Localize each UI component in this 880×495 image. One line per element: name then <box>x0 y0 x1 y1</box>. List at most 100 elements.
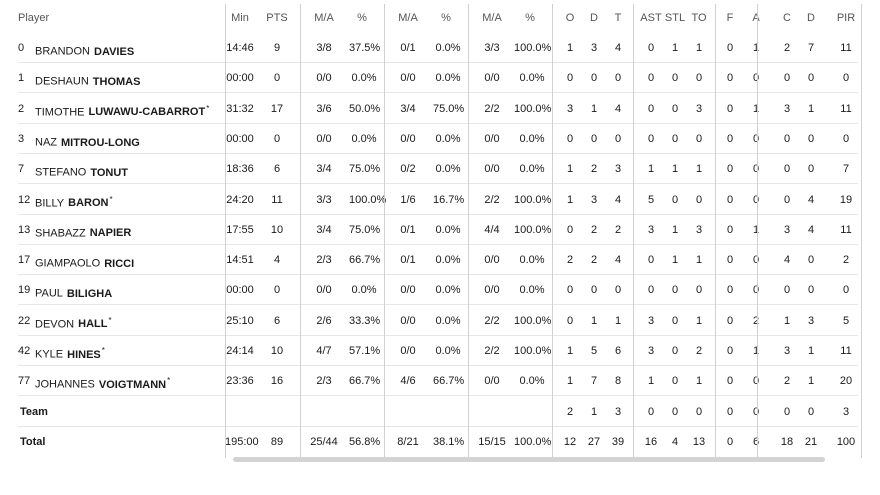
player-last-name: BILIGHA <box>66 288 113 301</box>
cell-stl: 0 <box>671 314 679 327</box>
cell-blk-f: 0 <box>726 405 734 418</box>
team-label: Team <box>20 405 48 418</box>
col-reb-t[interactable]: T <box>614 12 622 24</box>
table-row[interactable]: 13 SHABAZZ NAPIER 17:55 10 3/4 75.0% 0/1 0.0% 4/4… <box>18 215 858 245</box>
player-name-link[interactable]: DESHAUN THOMAS <box>35 63 240 93</box>
cell-pts: 17 <box>270 102 284 115</box>
col-fg2-ma[interactable]: M/A <box>314 12 334 24</box>
cell-pts: 6 <box>273 163 281 176</box>
player-name-link[interactable]: JOHANNES VOIGTMANN* <box>35 366 240 396</box>
table-row[interactable]: 17 GIAMPAOLO RICCI 14:51 4 2/3 66.7% 0/1 0.0% 0/0… <box>18 245 858 276</box>
cell-reb-t: 0 <box>614 132 622 145</box>
starter-marker: * <box>206 103 210 113</box>
cell-reb-o: 0 <box>566 223 574 236</box>
table-row[interactable]: 1 DESHAUN THOMAS 00:00 0 0/0 0.0% 0/0 0.0% 0/0 0.0… <box>18 63 858 94</box>
col-min[interactable]: Min <box>231 12 249 24</box>
cell-blk-a: 0 <box>752 284 760 297</box>
cell-to: 1 <box>695 254 703 267</box>
cell-ft-pct: 100.0% <box>514 193 552 206</box>
col-pir[interactable]: PIR <box>836 12 856 24</box>
cell-reb-t: 3 <box>614 405 622 418</box>
cell-pts: 16 <box>270 375 284 388</box>
cell-fg2-ma: 3/8 <box>316 42 332 54</box>
cell-foul-c: 0 <box>783 132 791 145</box>
col-pts[interactable]: PTS <box>266 12 288 24</box>
col-reb-d[interactable]: D <box>590 12 598 24</box>
player-name-link[interactable]: BRANDON DAVIES <box>35 33 240 63</box>
col-blk-a[interactable]: A <box>752 12 760 24</box>
player-name-link[interactable]: NAZ MITROU-LONG <box>35 124 240 154</box>
player-name-link[interactable]: KYLE HINES* <box>35 336 240 366</box>
player-name-link[interactable]: BILLY BARON* <box>35 185 240 215</box>
player-name-link[interactable]: TIMOTHE LUWAWU-CABARROT* <box>35 94 240 124</box>
cell-reb-d: 3 <box>590 42 598 54</box>
col-player[interactable]: Player <box>18 12 50 24</box>
col-to[interactable]: TO <box>691 12 707 24</box>
cell-reb-d: 3 <box>590 193 598 206</box>
col-reb-o[interactable]: O <box>565 12 575 24</box>
col-ft-pct[interactable]: % <box>525 12 535 24</box>
player-name-link[interactable]: STEFANO TONUT <box>35 154 240 184</box>
cell-ft-ma: 0/0 <box>484 284 500 297</box>
player-number: 17 <box>18 254 31 267</box>
cell-fg2-pct: 57.1% <box>349 345 381 357</box>
cell-ft-pct: 100.0% <box>514 223 552 236</box>
cell-blk-a: 0 <box>752 254 760 267</box>
horizontal-scrollbar[interactable] <box>233 457 825 462</box>
player-number: 12 <box>18 193 31 206</box>
total-row[interactable]: Total 195:00 89 25/44 56.8% 8/21 38.1% 15/15 100… <box>18 427 858 457</box>
cell-blk-a: 0 <box>752 193 760 206</box>
table-row[interactable]: 7 STEFANO TONUT 18:36 6 3/4 75.0% 0/2 0.0% 0/0 0.0… <box>18 154 858 185</box>
cell-ft-ma: 2/2 <box>484 314 500 327</box>
col-foul-c[interactable]: C <box>783 12 791 24</box>
starter-marker: * <box>101 346 105 355</box>
cell-pir: 20 <box>839 375 853 388</box>
col-blk-f[interactable]: F <box>726 12 734 24</box>
col-fg3-pct[interactable]: % <box>441 12 451 24</box>
cell-blk-f: 0 <box>726 72 734 85</box>
column-divider <box>468 4 469 458</box>
cell-ft-pct: 0.0% <box>519 72 545 85</box>
table-row[interactable]: 19 PAUL BILIGHA 00:00 0 0/0 0.0% 0/0 0.0% 0/0 0.0%… <box>18 275 858 306</box>
team-row[interactable]: Team 2 1 3 0 0 0 0 0 0 0 3 <box>18 397 858 427</box>
col-fg2-pct[interactable]: % <box>357 12 367 24</box>
col-stl[interactable]: STL <box>664 12 686 24</box>
cell-ft-pct: 0.0% <box>519 375 545 388</box>
cell-fg2-ma: 0/0 <box>316 284 332 297</box>
cell-fg2-pct: 0.0% <box>351 72 377 85</box>
cell-to: 0 <box>695 193 703 206</box>
table-row[interactable]: 3 NAZ MITROU-LONG 00:00 0 0/0 0.0% 0/0 0.0% 0/0 0.… <box>18 124 858 154</box>
cell-pts: 9 <box>273 42 281 54</box>
cell-fg3-ma: 4/6 <box>400 375 416 388</box>
cell-ft-ma: 0/0 <box>484 254 500 267</box>
cell-pts: 10 <box>270 345 284 357</box>
cell-fg3-pct: 0.0% <box>435 314 461 327</box>
table-row[interactable]: 12 BILLY BARON* 24:20 11 3/3 100.0% 1/6 16.7% 2/2… <box>18 185 858 215</box>
table-row[interactable]: 42 KYLE HINES* 24:14 10 4/7 57.1% 0/0 0.0% 2/2 100… <box>18 336 858 366</box>
col-ast[interactable]: AST <box>640 12 662 24</box>
player-name-link[interactable]: DEVON HALL* <box>35 306 240 336</box>
cell-stl: 0 <box>671 284 679 297</box>
table-row[interactable]: 22 DEVON HALL* 25:10 6 2/6 33.3% 0/0 0.0% 2/2 100.… <box>18 306 858 336</box>
cell-reb-t: 0 <box>614 284 622 297</box>
cell-fg2-pct: 100.0% <box>349 193 387 206</box>
player-first-name: SHABAZZ <box>35 227 86 240</box>
col-foul-d[interactable]: D <box>807 12 815 24</box>
table-row[interactable]: 77 JOHANNES VOIGTMANN* 23:36 16 2/3 66.7% 4/6 66… <box>18 366 858 397</box>
table-row[interactable]: 0 BRANDON DAVIES 14:46 9 3/8 37.5% 0/1 0.0% 3/3 10… <box>18 33 858 63</box>
player-name-link[interactable]: GIAMPAOLO RICCI <box>35 245 240 275</box>
cell-foul-d: 0 <box>807 405 815 418</box>
cell-fg3-pct: 66.7% <box>433 375 465 388</box>
cell-ast: 1 <box>647 163 655 176</box>
cell-fg3-pct: 0.0% <box>435 163 461 176</box>
table-row[interactable]: 2 TIMOTHE LUWAWU-CABARROT* 31:32 17 3/6 50.0% 3… <box>18 94 858 124</box>
cell-min: 14:46 <box>226 42 254 54</box>
player-name-link[interactable]: PAUL BILIGHA <box>35 275 240 305</box>
player-name-link[interactable]: SHABAZZ NAPIER <box>35 215 240 245</box>
cell-foul-d: 4 <box>807 223 815 236</box>
col-ft-ma[interactable]: M/A <box>482 12 502 24</box>
player-last-name: TONUT <box>90 166 129 179</box>
cell-blk-a: 2 <box>752 314 760 327</box>
starter-marker: * <box>109 194 113 204</box>
col-fg3-ma[interactable]: M/A <box>398 12 418 24</box>
